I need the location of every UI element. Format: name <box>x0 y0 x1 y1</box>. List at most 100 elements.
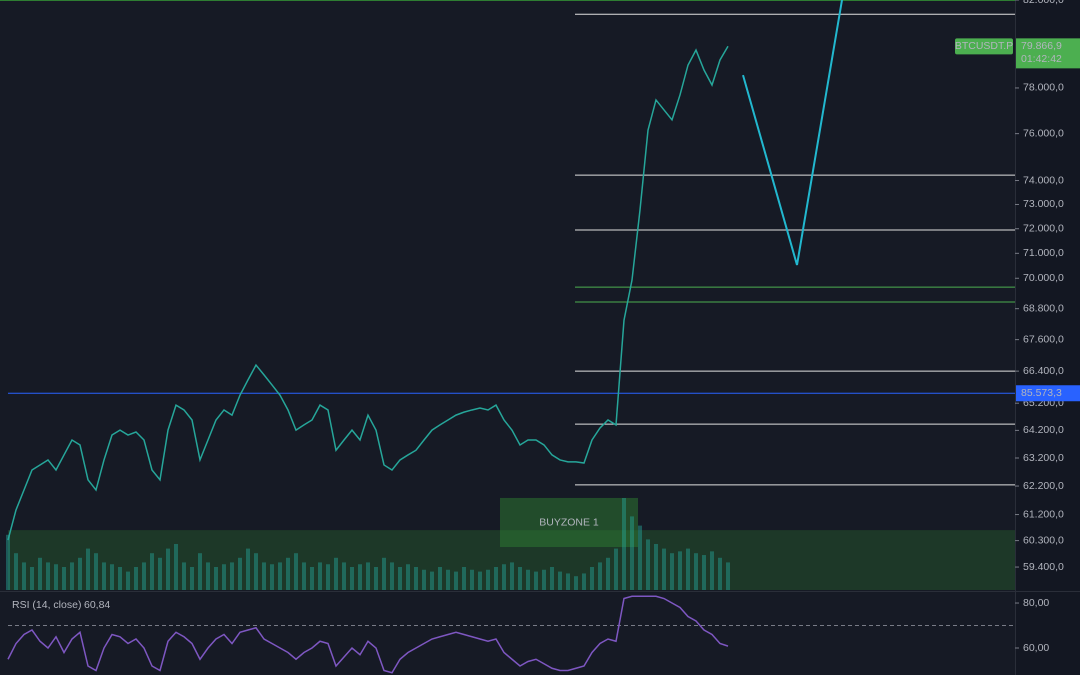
volume-bar <box>630 516 634 590</box>
volume-bar <box>62 567 66 590</box>
volume-bar <box>526 569 530 590</box>
volume-bar <box>430 571 434 590</box>
volume-bar <box>710 551 714 590</box>
y-tick-label: 70.000,0 <box>1023 272 1064 284</box>
volume-bar <box>494 567 498 590</box>
volume-bar <box>206 562 210 590</box>
volume-bar <box>302 562 306 590</box>
volume-bar <box>422 569 426 590</box>
volume-bar <box>46 562 50 590</box>
volume-bar <box>542 569 546 590</box>
volume-bar <box>558 571 562 590</box>
volume-bar <box>582 573 586 590</box>
y-tick-label: 80,00 <box>1023 597 1049 609</box>
symbol-label: BTCUSDT.P <box>955 40 1013 52</box>
y-tick-label: 73.000,0 <box>1023 198 1064 210</box>
last-price-box <box>1016 38 1080 69</box>
series-line <box>7 45 729 541</box>
rsi-value: 60,84 <box>84 599 110 611</box>
volume-bar <box>606 557 610 590</box>
symbol-box <box>955 38 1013 55</box>
volume-bar <box>270 564 274 590</box>
volume-bar <box>54 564 58 590</box>
rsi-title: RSI (14, close) <box>12 599 81 611</box>
volume-bar <box>102 562 106 590</box>
volume-bar <box>446 569 450 590</box>
volume-bar <box>646 539 650 590</box>
volume-bar <box>350 567 354 590</box>
volume-bar <box>182 562 186 590</box>
volume-bar <box>670 553 674 590</box>
volume-bar <box>574 576 578 590</box>
volume-bar <box>470 569 474 590</box>
volume-bar <box>78 557 82 590</box>
volume-bar <box>214 567 218 590</box>
volume-bar <box>278 562 282 590</box>
volume-bar <box>694 553 698 590</box>
volume-bar <box>462 567 466 590</box>
volume-bar <box>454 571 458 590</box>
projection-line <box>742 0 843 266</box>
volume-bar <box>294 553 298 590</box>
volume-bar <box>518 567 522 590</box>
volume-bar <box>38 557 42 590</box>
volume-bar <box>70 562 74 590</box>
last-price-label: 79.866,9 <box>1021 40 1062 52</box>
price-line-label: 85.573,3 <box>1021 387 1062 399</box>
volume-bar <box>590 567 594 590</box>
volume-bar <box>510 562 514 590</box>
volume-bar <box>94 553 98 590</box>
volume-bar <box>326 564 330 590</box>
volume-bar <box>238 557 242 590</box>
volume-bar <box>222 564 226 590</box>
y-tick-label: 66.400,0 <box>1023 365 1064 377</box>
volume-bar <box>414 567 418 590</box>
volume-bar <box>622 498 626 590</box>
y-tick-label: 68.800,0 <box>1023 302 1064 314</box>
volume-bar <box>662 548 666 590</box>
volume-bar <box>30 567 34 590</box>
volume-bar <box>550 567 554 590</box>
y-tick-label: 64.200,0 <box>1023 424 1064 436</box>
volume-bar <box>438 567 442 590</box>
volume-bar <box>342 562 346 590</box>
volume-bar <box>638 525 642 590</box>
volume-bar <box>174 544 178 590</box>
volume-bar <box>110 564 114 590</box>
volume-bar <box>86 548 90 590</box>
buyzone-label: BUYZONE 1 <box>539 516 599 528</box>
series-line <box>7 595 729 674</box>
volume-bar <box>310 567 314 590</box>
volume-bar <box>654 544 658 590</box>
y-tick-label: 62.200,0 <box>1023 480 1064 492</box>
volume-bar <box>126 571 130 590</box>
volume-bar <box>286 557 290 590</box>
y-tick-label: 82.000,0 <box>1023 0 1064 6</box>
volume-bar <box>166 548 170 590</box>
volume-bar <box>382 557 386 590</box>
volume-bar <box>390 562 394 590</box>
volume-bar <box>246 548 250 590</box>
y-tick-label: 74.000,0 <box>1023 174 1064 186</box>
y-tick-label: 71.000,0 <box>1023 247 1064 259</box>
y-tick-label: 72.000,0 <box>1023 223 1064 235</box>
volume-bar <box>134 567 138 590</box>
y-tick-label: 61.200,0 <box>1023 508 1064 520</box>
volume-bar <box>718 557 722 590</box>
volume-bar <box>726 562 730 590</box>
y-tick-label: 67.600,0 <box>1023 333 1064 345</box>
y-tick-label: 63.200,0 <box>1023 452 1064 464</box>
volume-bar <box>254 553 258 590</box>
volume-bar <box>318 562 322 590</box>
volume-bar <box>334 557 338 590</box>
volume-bar <box>366 562 370 590</box>
volume-bar <box>614 548 618 590</box>
volume-bar <box>358 564 362 590</box>
volume-bar <box>118 567 122 590</box>
price-line-box <box>1016 385 1080 402</box>
volume-bar <box>406 564 410 590</box>
y-tick-label: 60,00 <box>1023 642 1049 654</box>
y-tick-label: 59.400,0 <box>1023 561 1064 573</box>
